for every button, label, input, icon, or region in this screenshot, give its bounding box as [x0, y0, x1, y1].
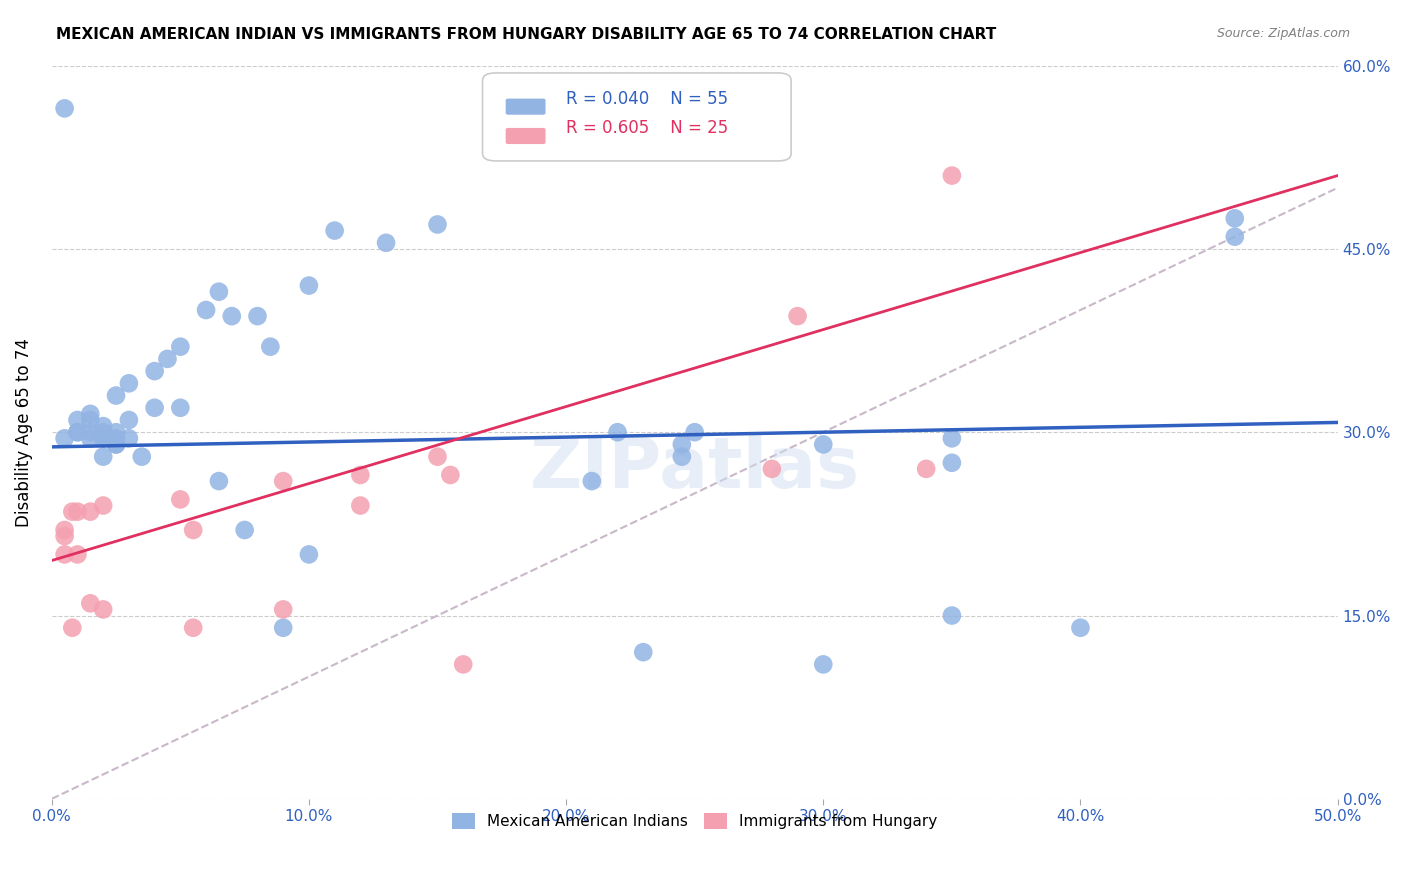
Text: R = 0.040    N = 55: R = 0.040 N = 55: [567, 89, 728, 108]
Point: [143, 401, 166, 415]
Point: [451, 657, 474, 672]
Point: [941, 431, 963, 445]
Point: [671, 437, 693, 451]
Point: [349, 467, 371, 482]
Point: [118, 431, 141, 445]
Point: [91, 425, 114, 440]
Point: [91, 419, 114, 434]
Point: [813, 437, 835, 451]
Point: [118, 376, 141, 391]
Point: [813, 657, 835, 672]
Point: [60, 505, 83, 519]
Point: [131, 450, 153, 464]
Point: [66, 548, 89, 562]
Point: [53, 529, 76, 543]
Point: [169, 492, 191, 507]
Point: [208, 474, 231, 488]
Point: [233, 523, 256, 537]
Point: [60, 621, 83, 635]
Point: [181, 523, 204, 537]
Point: [91, 499, 114, 513]
Text: MEXICAN AMERICAN INDIAN VS IMMIGRANTS FROM HUNGARY DISABILITY AGE 65 TO 74 CORRE: MEXICAN AMERICAN INDIAN VS IMMIGRANTS FR…: [56, 27, 997, 42]
Point: [79, 431, 101, 445]
Text: Source: ZipAtlas.com: Source: ZipAtlas.com: [1216, 27, 1350, 40]
Point: [105, 425, 128, 440]
Point: [581, 474, 603, 488]
Point: [671, 450, 693, 464]
Point: [79, 425, 101, 440]
Point: [271, 621, 294, 635]
Point: [246, 309, 269, 323]
Point: [439, 467, 461, 482]
Point: [259, 340, 281, 354]
Point: [208, 285, 231, 299]
Point: [349, 499, 371, 513]
Point: [79, 505, 101, 519]
Point: [426, 450, 449, 464]
Point: [53, 101, 76, 115]
Point: [53, 523, 76, 537]
Point: [683, 425, 706, 440]
Point: [66, 413, 89, 427]
Point: [169, 401, 191, 415]
Point: [915, 462, 938, 476]
Point: [426, 218, 449, 232]
Point: [195, 303, 218, 318]
Point: [1069, 621, 1091, 635]
Text: R = 0.605    N = 25: R = 0.605 N = 25: [567, 119, 728, 137]
Point: [271, 602, 294, 616]
Point: [169, 340, 191, 354]
Text: ZIPatlas: ZIPatlas: [530, 434, 859, 503]
Point: [156, 351, 179, 366]
Point: [105, 388, 128, 402]
Y-axis label: Disability Age 65 to 74: Disability Age 65 to 74: [15, 338, 32, 526]
Point: [91, 602, 114, 616]
Point: [66, 425, 89, 440]
Point: [633, 645, 655, 659]
Point: [298, 278, 321, 293]
Point: [53, 548, 76, 562]
Point: [105, 431, 128, 445]
Point: [1223, 211, 1246, 226]
Point: [66, 505, 89, 519]
Point: [91, 431, 114, 445]
Point: [271, 474, 294, 488]
Point: [79, 407, 101, 421]
Point: [118, 413, 141, 427]
Point: [221, 309, 243, 323]
Point: [298, 548, 321, 562]
Point: [143, 364, 166, 378]
FancyBboxPatch shape: [506, 99, 546, 115]
Point: [606, 425, 628, 440]
Point: [79, 596, 101, 610]
Point: [323, 223, 346, 237]
Point: [181, 621, 204, 635]
Point: [941, 608, 963, 623]
Point: [941, 456, 963, 470]
Point: [786, 309, 808, 323]
Point: [91, 431, 114, 445]
FancyBboxPatch shape: [482, 73, 792, 161]
Legend: Mexican American Indians, Immigrants from Hungary: Mexican American Indians, Immigrants fro…: [446, 807, 943, 835]
Point: [105, 437, 128, 451]
Point: [66, 425, 89, 440]
Point: [105, 437, 128, 451]
Point: [375, 235, 398, 250]
FancyBboxPatch shape: [506, 128, 546, 144]
Point: [79, 413, 101, 427]
Point: [761, 462, 783, 476]
Point: [1223, 229, 1246, 244]
Point: [941, 169, 963, 183]
Point: [91, 450, 114, 464]
Point: [53, 431, 76, 445]
